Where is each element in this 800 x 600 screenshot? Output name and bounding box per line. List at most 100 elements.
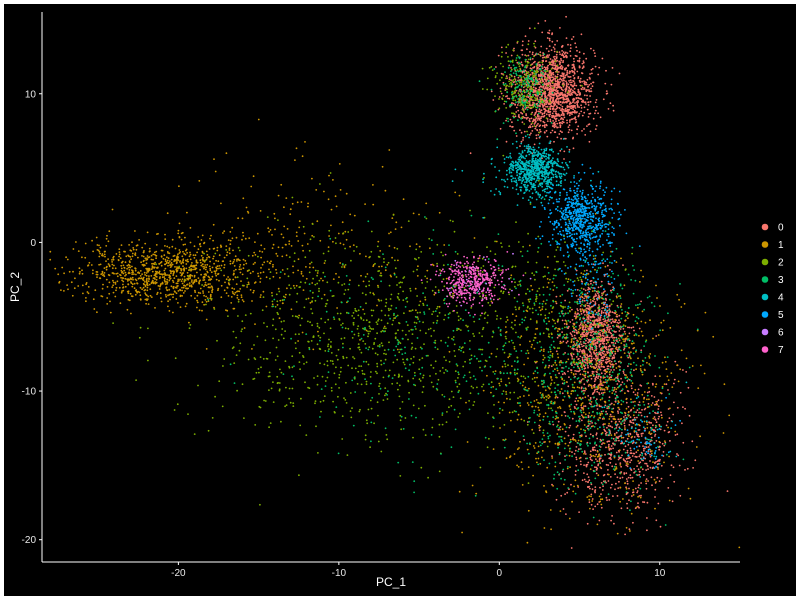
data-point — [595, 366, 598, 368]
data-point — [541, 124, 544, 127]
data-point — [591, 500, 594, 502]
data-point — [586, 357, 589, 360]
data-point — [122, 286, 124, 289]
data-point — [147, 303, 150, 305]
data-point — [116, 280, 119, 283]
data-point — [568, 124, 571, 127]
data-point — [542, 59, 545, 62]
data-point — [562, 60, 565, 62]
data-point — [311, 234, 314, 237]
data-point — [112, 272, 115, 274]
data-point — [611, 515, 613, 517]
data-point — [112, 291, 115, 294]
data-point — [98, 244, 100, 247]
data-point — [582, 350, 584, 353]
data-point — [60, 289, 62, 291]
data-point — [566, 95, 568, 98]
data-point — [548, 70, 551, 72]
data-point — [563, 372, 566, 374]
data-point — [234, 255, 237, 258]
data-point — [569, 438, 572, 441]
data-point — [654, 433, 657, 436]
data-point — [555, 65, 557, 68]
data-point — [581, 479, 584, 482]
data-point — [139, 298, 142, 300]
data-point — [614, 342, 617, 345]
data-point — [580, 435, 583, 438]
data-point — [556, 336, 559, 339]
data-point — [103, 253, 106, 256]
data-point — [209, 237, 211, 240]
data-point — [143, 259, 145, 262]
data-point — [289, 213, 292, 216]
data-point — [591, 488, 594, 490]
data-point — [162, 257, 165, 260]
data-point — [203, 241, 206, 244]
data-point — [216, 246, 219, 249]
data-point — [196, 251, 199, 254]
data-point — [61, 266, 64, 269]
data-point — [568, 128, 571, 131]
data-point — [578, 106, 580, 108]
data-point — [275, 272, 278, 274]
data-point — [595, 472, 598, 475]
data-point — [598, 495, 601, 498]
data-point — [574, 102, 576, 104]
data-point — [645, 462, 648, 465]
data-point — [726, 490, 729, 492]
data-point — [603, 428, 606, 431]
data-point — [547, 82, 549, 85]
data-point — [618, 314, 621, 317]
data-point — [557, 102, 560, 105]
data-point — [96, 276, 98, 278]
data-point — [516, 464, 518, 467]
data-point — [555, 101, 558, 104]
data-point — [195, 261, 198, 264]
data-point — [557, 420, 560, 423]
data-point — [201, 309, 203, 312]
data-point — [556, 73, 559, 76]
data-point — [534, 118, 537, 120]
data-point — [626, 335, 629, 338]
data-point — [182, 243, 185, 246]
data-point — [290, 245, 293, 247]
data-point — [618, 408, 621, 411]
data-point — [120, 276, 122, 279]
data-point — [534, 405, 537, 408]
data-point — [611, 348, 614, 350]
data-point — [274, 217, 276, 220]
data-point — [505, 140, 508, 143]
data-point — [585, 307, 588, 310]
data-point — [559, 27, 561, 29]
data-point — [629, 416, 632, 419]
data-point — [156, 293, 158, 295]
data-point — [536, 79, 539, 82]
data-point — [594, 378, 597, 381]
data-point — [609, 476, 612, 478]
data-point — [204, 281, 207, 284]
data-point — [597, 356, 599, 358]
data-point — [574, 407, 576, 409]
data-point — [281, 255, 284, 258]
data-point — [569, 424, 572, 427]
data-point — [168, 246, 171, 249]
data-point — [569, 112, 572, 115]
data-point — [581, 345, 584, 348]
data-point — [213, 270, 216, 273]
data-point — [176, 269, 179, 272]
data-point — [572, 341, 575, 343]
data-point — [577, 309, 579, 312]
data-point — [178, 249, 181, 251]
data-point — [566, 74, 568, 76]
data-point — [103, 267, 106, 269]
data-point — [145, 279, 148, 281]
data-point — [114, 283, 117, 285]
data-point — [242, 197, 245, 200]
data-point — [547, 31, 549, 34]
data-point — [335, 272, 337, 275]
data-point — [591, 67, 594, 70]
data-point — [68, 270, 71, 273]
data-point — [598, 66, 601, 69]
data-point — [616, 321, 619, 324]
data-point — [205, 266, 208, 269]
